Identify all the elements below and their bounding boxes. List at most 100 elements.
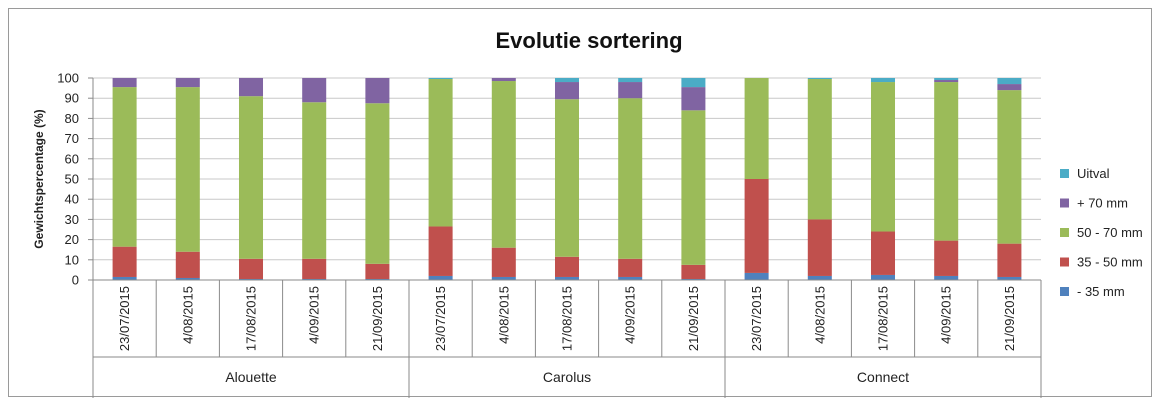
bar-segment (175, 78, 200, 88)
x-tick-label: 17/08/2015 (876, 286, 891, 351)
x-tick-label: 4/09/2015 (939, 286, 954, 344)
y-tick-label: 70 (65, 131, 79, 146)
bar-segment (112, 78, 137, 88)
axis-labels: 0 10 20 30 40 50 60 70 80 90 100 23/07/2015 4/08/201… (57, 71, 1017, 386)
x-tick-label: 23/07/2015 (433, 286, 448, 351)
y-axis-label: Gewichtspercentage (%) (32, 109, 46, 248)
y-tick-label: 80 (65, 111, 79, 126)
legend-label: + 70 mm (1077, 196, 1128, 211)
bar-segment (934, 82, 959, 241)
bars (112, 78, 1022, 280)
bar-segment (744, 78, 769, 179)
bar-segment (744, 272, 769, 280)
bar-segment (870, 274, 896, 280)
bar-segment (238, 258, 264, 279)
x-tick-label: 21/09/2015 (686, 286, 701, 351)
bar-segment (934, 78, 959, 81)
bar-segment (681, 110, 706, 265)
x-tick-label: 4/09/2015 (623, 286, 638, 344)
bar-segment (807, 78, 832, 80)
bar-segment (491, 276, 516, 280)
x-tick-label: 17/08/2015 (560, 286, 575, 351)
bar-segment (618, 276, 643, 280)
bar-segment (302, 102, 327, 259)
y-tick-label: 60 (65, 151, 79, 166)
x-tick-label: 4/09/2015 (307, 286, 322, 344)
legend-swatch (1060, 169, 1069, 178)
bar-segment (934, 275, 959, 280)
bar-segment (491, 247, 516, 277)
bar-segment (870, 82, 896, 232)
bar-segment (428, 275, 453, 280)
legend-label: Uitval (1077, 166, 1110, 181)
bar-segment (112, 246, 137, 277)
group-label: Carolus (543, 369, 591, 385)
bar-segment (554, 99, 580, 257)
bar-segment (681, 87, 706, 111)
bar-segment (997, 84, 1022, 91)
bar-segment (365, 78, 390, 104)
bar-segment (807, 275, 832, 280)
bar-segment (112, 87, 137, 247)
group-label: Connect (857, 369, 909, 385)
bar-segment (870, 78, 896, 83)
bar-segment (175, 251, 200, 278)
x-tick-label: 4/08/2015 (180, 286, 195, 344)
x-tick-label: 21/09/2015 (370, 286, 385, 351)
chart-title: Evolutie sortering (495, 28, 682, 53)
bar-segment (997, 78, 1022, 85)
axes (88, 77, 1042, 398)
bar-segment (681, 78, 706, 88)
bar-segment (365, 263, 390, 279)
legend: Uitval + 70 mm 50 - 70 mm 35 - 50 mm - 35 mm (1060, 166, 1143, 299)
bar-segment (681, 278, 706, 280)
bar-segment (870, 231, 896, 275)
legend-swatch (1060, 228, 1069, 237)
bar-segment (554, 82, 580, 100)
legend-swatch (1060, 257, 1069, 267)
bar-segment (744, 179, 769, 273)
bar-segment (618, 98, 643, 259)
y-tick-label: 100 (57, 71, 79, 86)
bar-segment (365, 103, 390, 264)
legend-label: 50 - 70 mm (1077, 225, 1143, 240)
bar-segment (807, 219, 832, 276)
bar-segment (428, 78, 453, 80)
y-tick-label: 50 (65, 172, 79, 187)
legend-label: 35 - 50 mm (1077, 255, 1143, 270)
x-tick-label: 4/08/2015 (496, 286, 511, 344)
bar-segment (238, 78, 264, 97)
bar-segment (302, 78, 327, 103)
bar-segment (807, 79, 832, 220)
bar-segment (238, 96, 264, 259)
chart-svg: Evolutie sortering Gewichtspercentage (%… (32, 28, 1143, 398)
bar-segment (554, 78, 580, 83)
y-tick-label: 90 (65, 91, 79, 106)
bar-segment (302, 258, 327, 279)
legend-swatch (1060, 287, 1069, 296)
bar-segment (681, 264, 706, 279)
bar-segment (934, 240, 959, 276)
bar-segment (112, 276, 137, 280)
legend-label: - 35 mm (1077, 284, 1125, 299)
y-tick-label: 10 (65, 252, 79, 267)
bar-segment (554, 256, 580, 277)
bar-segment (997, 276, 1022, 280)
bar-segment (997, 90, 1022, 244)
y-tick-label: 40 (65, 192, 79, 207)
legend-swatch (1060, 198, 1069, 208)
bar-segment (491, 81, 516, 248)
y-tick-label: 20 (65, 232, 79, 247)
bar-segment (618, 82, 643, 99)
bar-segment (428, 79, 453, 227)
x-tick-label: 23/07/2015 (117, 286, 132, 351)
bar-segment (428, 226, 453, 276)
bar-segment (934, 80, 959, 83)
y-tick-label: 0 (72, 273, 79, 288)
y-tick-label: 30 (65, 212, 79, 227)
bar-segment (618, 78, 643, 83)
bar-segment (302, 278, 327, 280)
x-tick-label: 17/08/2015 (244, 286, 259, 351)
bar-segment (997, 243, 1022, 277)
bar-segment (238, 278, 264, 280)
